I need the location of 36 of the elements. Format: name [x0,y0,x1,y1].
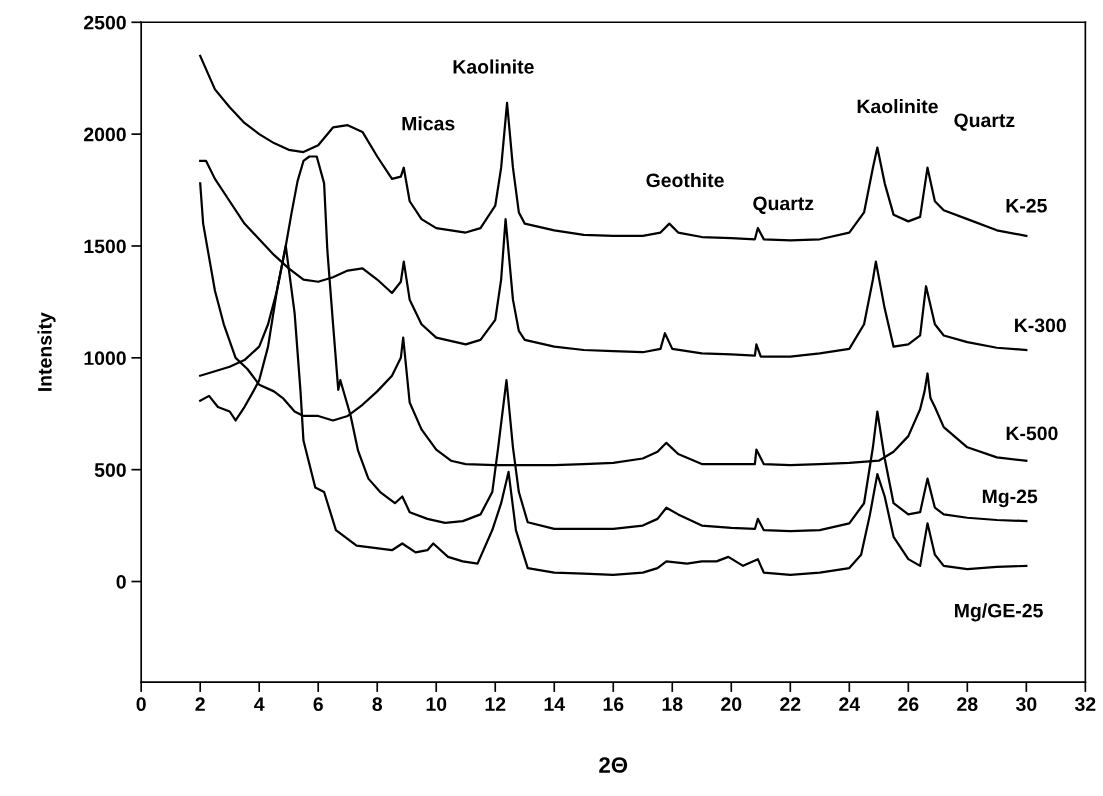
x-tick-label: 26 [898,697,919,712]
y-tick-label: 1000 [84,351,126,366]
annotation: Kaolinite [453,59,534,74]
y-tick-label: 2000 [84,127,126,142]
series-label: K-500 [1006,426,1058,441]
x-tick-label: 12 [485,697,506,711]
x-tick-label: 18 [662,697,683,712]
annotation: Geothite [646,172,724,188]
x-tick-label: 24 [839,697,861,711]
x-tick-label: 6 [313,697,323,712]
x-tick-label: 16 [603,697,624,712]
x-tick-label: 20 [721,697,742,712]
series-label: K-300 [1015,318,1066,333]
series-label: Mg-25 [982,489,1038,508]
x-tick-label: 2 [195,697,205,711]
x-tick-label: 22 [780,697,801,711]
x-tick-label: 0 [136,697,146,712]
x-tick-label: 32 [1074,697,1096,712]
x-tick-label: 4 [254,697,265,711]
x-tick-label: 10 [426,697,447,712]
x-tick-label: 8 [372,697,383,712]
y-axis-title: Intensity [37,312,56,391]
y-tick-label: 0 [116,574,126,589]
x-tick-label: 14 [544,697,565,711]
y-tick-label: 1500 [84,239,126,254]
x-tick-label: 28 [957,697,978,712]
annotation: Micas [402,116,455,131]
annotation: Quartz [753,196,814,214]
series-label: Mg/GE-25 [955,603,1043,622]
series-label: K-25 [1006,198,1047,213]
x-tick-label: 30 [1015,697,1037,712]
y-tick-label: 2500 [84,15,126,30]
annotation: Quartz [954,113,1015,131]
annotation: Kaolinite [857,99,938,114]
y-tick-label: 500 [94,463,126,477]
x-axis-title: 2Θ [599,757,628,773]
